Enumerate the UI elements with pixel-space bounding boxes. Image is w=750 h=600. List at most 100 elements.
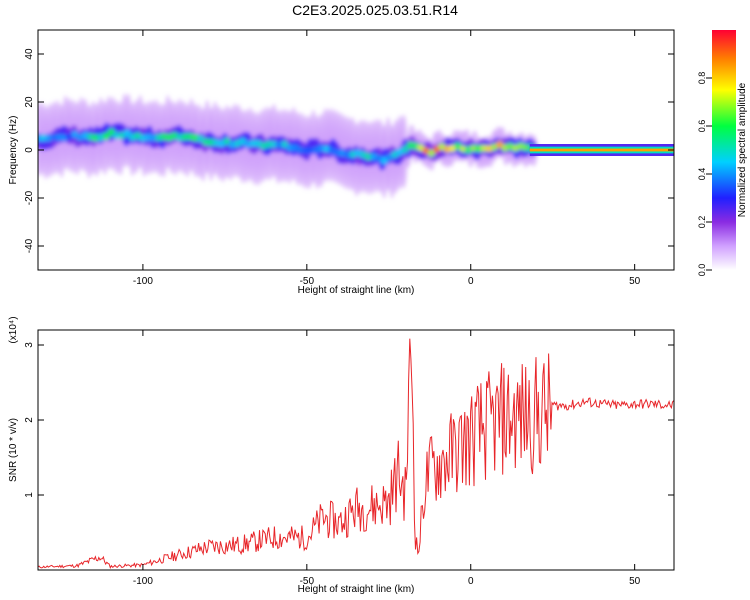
- spectrogram-core: [427, 149, 435, 157]
- steady-band-core: [529, 148, 674, 152]
- spectrogram-core: [454, 142, 462, 150]
- spectrogram-core: [417, 144, 425, 152]
- spectrogram-core: [81, 131, 89, 139]
- spectrogram-blobs: [38, 93, 540, 199]
- spectrogram-core: [317, 144, 325, 152]
- y-tick-label: -20: [24, 190, 35, 205]
- spectrogram-core: [249, 139, 257, 147]
- spectrogram-core: [349, 150, 357, 158]
- x-tick-label: 0: [468, 276, 474, 287]
- spectrogram-core: [364, 153, 372, 161]
- spectrogram-core: [496, 140, 504, 148]
- spectrogram-core: [244, 141, 252, 149]
- spectrogram-core: [134, 132, 142, 140]
- spectrogram-core: [92, 134, 100, 142]
- snr-y-scale-label: (x10⁴): [8, 316, 19, 343]
- spectrogram-core: [422, 147, 430, 155]
- x-tick-label: 0: [468, 576, 474, 587]
- spectrogram-core: [459, 145, 467, 153]
- spectrogram-core: [270, 140, 278, 148]
- x-tick-label: 50: [629, 576, 641, 587]
- colorbar-tick-label: 0.0: [697, 264, 707, 277]
- y-tick-label: -40: [24, 238, 35, 253]
- spectrogram-core: [522, 144, 530, 152]
- spectrogram-core: [448, 144, 456, 152]
- spectrogram-core: [128, 133, 136, 141]
- spectrogram-core: [60, 134, 68, 142]
- snr-panel: -100 -50 0 50 1 2 3 Height of straight line (…: [8, 316, 675, 595]
- y-tick-label: 2: [24, 417, 35, 423]
- snr-y-ticks: 1 2 3: [24, 342, 674, 498]
- y-tick-label: 20: [24, 96, 35, 108]
- spectrogram-core: [144, 133, 152, 141]
- spectrogram-core: [155, 134, 163, 142]
- spectrogram-core: [485, 145, 493, 153]
- spectrogram-core: [71, 130, 79, 138]
- spectrogram-core: [433, 145, 441, 153]
- spectrogram-core: [469, 144, 477, 152]
- spectrogram-core: [186, 133, 194, 141]
- snr-y-axis-label: SNR (10 * v/v): [8, 418, 19, 482]
- spectrogram-core: [239, 137, 247, 145]
- spectrogram-core: [254, 139, 262, 147]
- spectrogram-core: [181, 133, 189, 141]
- spectrogram-core: [511, 144, 519, 152]
- spectrogram-core: [517, 142, 525, 150]
- y-tick-label: 0: [24, 147, 35, 153]
- spectrogram-core: [212, 139, 220, 147]
- spectrogram-core: [176, 134, 184, 142]
- spectrogram-heatmap: [38, 93, 674, 199]
- spectrogram-core: [490, 143, 498, 151]
- x-tick-label: -100: [133, 276, 153, 287]
- x-tick-label: -100: [133, 576, 153, 587]
- spectrogram-core: [475, 145, 483, 153]
- colorbar-tick-label: 0.2: [697, 216, 707, 229]
- spectrogram-core: [65, 133, 73, 141]
- spectrogram-core: [39, 134, 47, 142]
- spectrogram-core: [233, 139, 241, 147]
- spectrogram-core: [328, 147, 336, 155]
- spectrogram-core: [207, 138, 215, 146]
- spectrogram-core: [228, 141, 236, 149]
- spectrogram-core: [275, 141, 283, 149]
- y-tick-label: 1: [24, 492, 35, 498]
- spectrogram-core: [113, 132, 121, 140]
- colorbar-tick-label: 0.6: [697, 120, 707, 133]
- spectrogram-core: [260, 142, 268, 150]
- spectrogram-core: [443, 145, 451, 153]
- spectrogram-core: [118, 132, 126, 140]
- y-tick-label: 3: [24, 342, 35, 348]
- spectrogram-core: [291, 144, 299, 152]
- spectrogram-core: [302, 147, 310, 155]
- snr-x-ticks: -100 -50 0 50: [133, 330, 641, 587]
- spectrogram-core: [149, 134, 157, 142]
- colorbar-ticks: 0.0 0.2 0.4 0.6 0.8: [697, 72, 712, 277]
- spectrogram-core: [286, 144, 294, 152]
- spectrogram-core: [438, 143, 446, 151]
- spectrogram-core: [123, 129, 131, 137]
- snr-x-axis-label: Height of straight line (km): [298, 584, 415, 595]
- spectrogram-core: [296, 146, 304, 154]
- spectrogram-core: [197, 135, 205, 143]
- x-tick-label: -50: [300, 576, 315, 587]
- spectrogram-y-axis-label: Frequency (Hz): [8, 116, 19, 185]
- spectrogram-core: [202, 138, 210, 146]
- colorbar: 0.0 0.2 0.4 0.6 0.8 Normalized spectral ampl…: [697, 30, 748, 276]
- colorbar-label: Normalized spectral amplitude: [737, 82, 748, 217]
- spectrogram-core: [281, 140, 289, 148]
- spectrogram-panel: -100 -50 0 50 -40 -20 0 20 40 Height of straigh…: [8, 29, 675, 296]
- snr-plot-area: [38, 338, 674, 569]
- spectrogram-y-ticks: -40 -20 0 20 40: [24, 48, 674, 253]
- spectrogram-core: [307, 147, 315, 155]
- spectrogram-core: [265, 140, 273, 148]
- spectrogram-core: [406, 141, 414, 149]
- spectrogram-core: [343, 151, 351, 159]
- spectrogram-x-ticks: -100 -50 0 50: [133, 30, 641, 287]
- spectrogram-x-axis-label: Height of straight line (km): [298, 285, 415, 296]
- spectrogram-core: [139, 134, 147, 142]
- spectrogram-core: [50, 133, 58, 141]
- spectrogram-core: [333, 149, 341, 157]
- x-tick-label: -50: [300, 276, 315, 287]
- spectrogram-core: [380, 157, 388, 165]
